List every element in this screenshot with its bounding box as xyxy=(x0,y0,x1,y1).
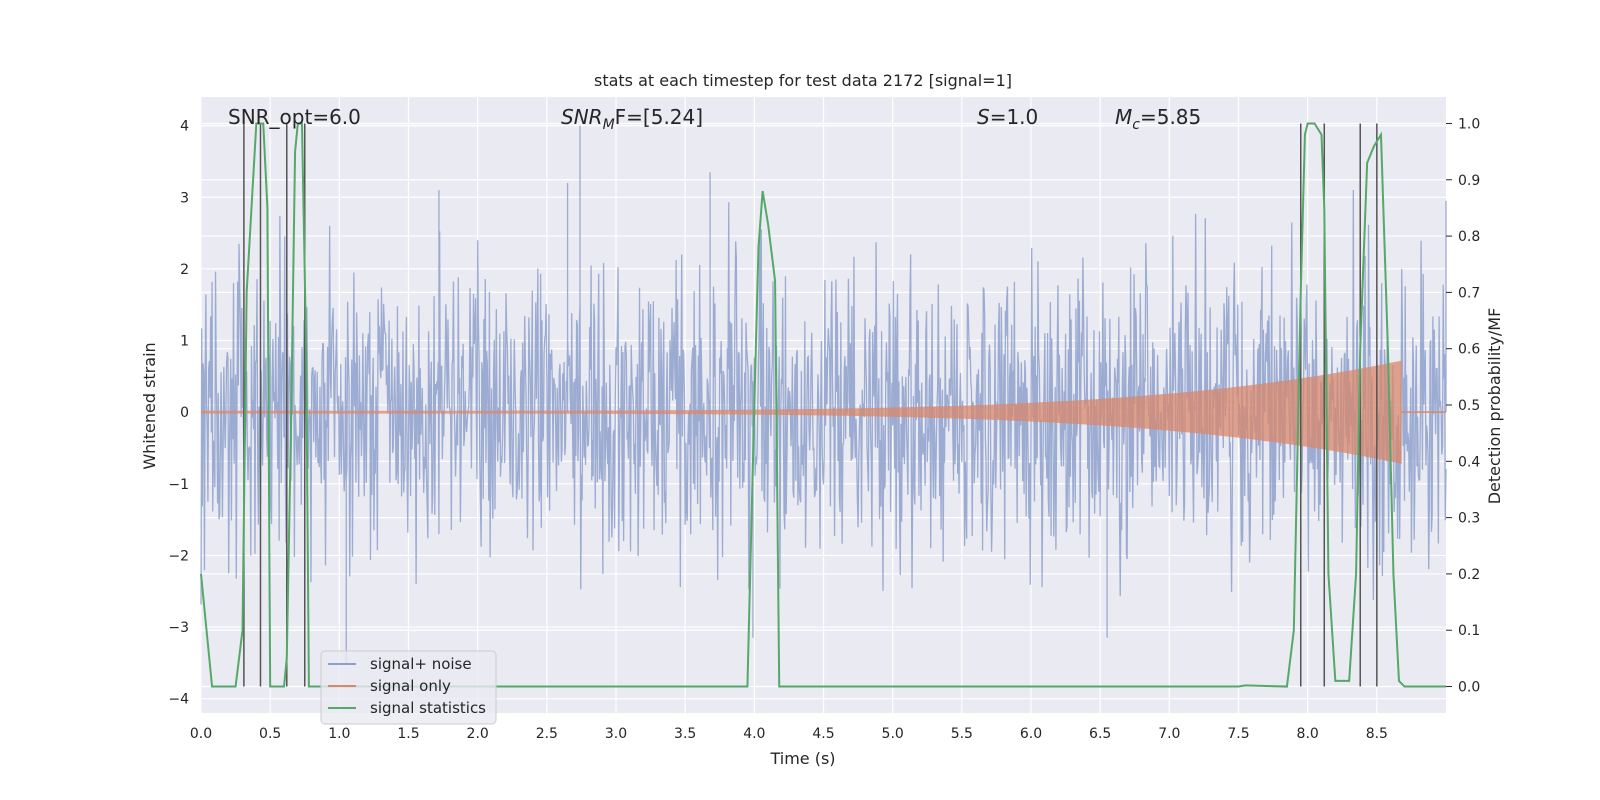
x-tick-label: 0.5 xyxy=(259,726,281,742)
s-rest: =1.0 xyxy=(990,105,1039,129)
annotation-snr-opt: SNR_opt=6.0 xyxy=(228,105,361,129)
y-tick-label-left: −2 xyxy=(168,548,189,564)
mc-rest: =5.85 xyxy=(1140,105,1201,129)
x-tick-label: 2.5 xyxy=(536,726,558,742)
noise-series xyxy=(200,125,1447,663)
x-tick-label: 4.0 xyxy=(743,726,765,742)
y-tick-label-left: 3 xyxy=(180,190,189,206)
y-tick-label-left: 0 xyxy=(180,405,189,421)
x-tick-label: 1.5 xyxy=(397,726,419,742)
stats-series xyxy=(200,122,1446,688)
y-tick-label-left: −4 xyxy=(168,692,189,708)
signal-noise-line xyxy=(200,125,1447,663)
legend-label-noise: signal+ noise xyxy=(370,655,472,673)
signal-series xyxy=(201,360,1446,464)
annotation-snr-mf: SNRMF=[5.24] xyxy=(561,105,703,133)
mc-sub: c xyxy=(1132,117,1140,133)
x-tick-label: 0.0 xyxy=(190,726,212,742)
y-tick-label-right: 0.4 xyxy=(1458,454,1480,470)
y-tick-label-left: 2 xyxy=(180,262,189,278)
y-tick-label-right: 0.0 xyxy=(1458,680,1480,696)
chart-title: stats at each timestep for test data 217… xyxy=(594,71,1012,90)
y-ticks-right: 1.0 0.9 0.8 0.7 0.6 0.5 0.4 0.3 0.2 0.1 0.0 xyxy=(1446,116,1480,696)
x-tick-label: 5.0 xyxy=(882,726,904,742)
signal-only-envelope xyxy=(201,360,1402,464)
y-tick-label-right: 0.3 xyxy=(1458,511,1480,527)
y-tick-label-right: 0.1 xyxy=(1458,623,1480,639)
legend-label-signal: signal only xyxy=(370,677,451,695)
mc-italic: M xyxy=(1115,105,1132,129)
x-tick-label: 7.5 xyxy=(1227,726,1249,742)
y-tick-label-right: 0.6 xyxy=(1458,342,1480,358)
legend: signal+ noise signal only signal statist… xyxy=(320,650,497,725)
x-tick-label: 5.5 xyxy=(951,726,973,742)
snr-mf-rest: F=[5.24] xyxy=(615,105,703,129)
y-axis-label-right: Detection probability/MF xyxy=(1485,308,1504,505)
x-tick-label: 4.5 xyxy=(812,726,834,742)
legend-frame xyxy=(320,650,497,725)
y-ticks-left: 4 3 2 1 0 −1 −2 −3 −4 xyxy=(168,119,189,708)
x-tick-label: 8.5 xyxy=(1366,726,1388,742)
x-tick-label: 3.5 xyxy=(674,726,696,742)
y-tick-label-left: −3 xyxy=(168,620,189,636)
y-tick-label-left: 1 xyxy=(180,334,189,350)
s-italic: S xyxy=(977,105,990,129)
x-tick-label: 6.5 xyxy=(1089,726,1111,742)
signal-statistics-line xyxy=(200,122,1446,688)
y-tick-label-right: 0.5 xyxy=(1458,398,1480,414)
annotation-s: S=1.0 xyxy=(977,105,1038,129)
x-ticks: 0.0 0.5 1.0 1.5 2.0 2.5 3.0 3.5 4.0 4.5 5.0 5.5 6.0 6… xyxy=(190,726,1388,742)
y-tick-label-left: −1 xyxy=(168,477,189,493)
y-tick-label-right: 0.7 xyxy=(1458,285,1480,301)
y-tick-label-left: 4 xyxy=(180,119,189,135)
y-tick-label-right: 0.9 xyxy=(1458,173,1480,189)
y-tick-label-right: 0.2 xyxy=(1458,567,1480,583)
legend-label-stats: signal statistics xyxy=(370,699,486,717)
x-tick-label: 6.0 xyxy=(1020,726,1042,742)
x-tick-label: 3.0 xyxy=(605,726,627,742)
x-tick-label: 8.0 xyxy=(1297,726,1319,742)
y-axis-label-left: Whitened strain xyxy=(140,342,159,469)
x-tick-label: 2.0 xyxy=(467,726,489,742)
snr-mf-italic: SNR xyxy=(561,105,603,129)
y-tick-label-right: 0.8 xyxy=(1458,229,1480,245)
x-axis-label: Time (s) xyxy=(769,749,835,768)
y-tick-label-right: 1.0 xyxy=(1458,116,1480,132)
annotation-mc: Mc=5.85 xyxy=(1115,105,1201,133)
x-tick-label: 7.0 xyxy=(1158,726,1180,742)
x-tick-label: 1.0 xyxy=(328,726,350,742)
snr-mf-sub: M xyxy=(603,117,615,133)
